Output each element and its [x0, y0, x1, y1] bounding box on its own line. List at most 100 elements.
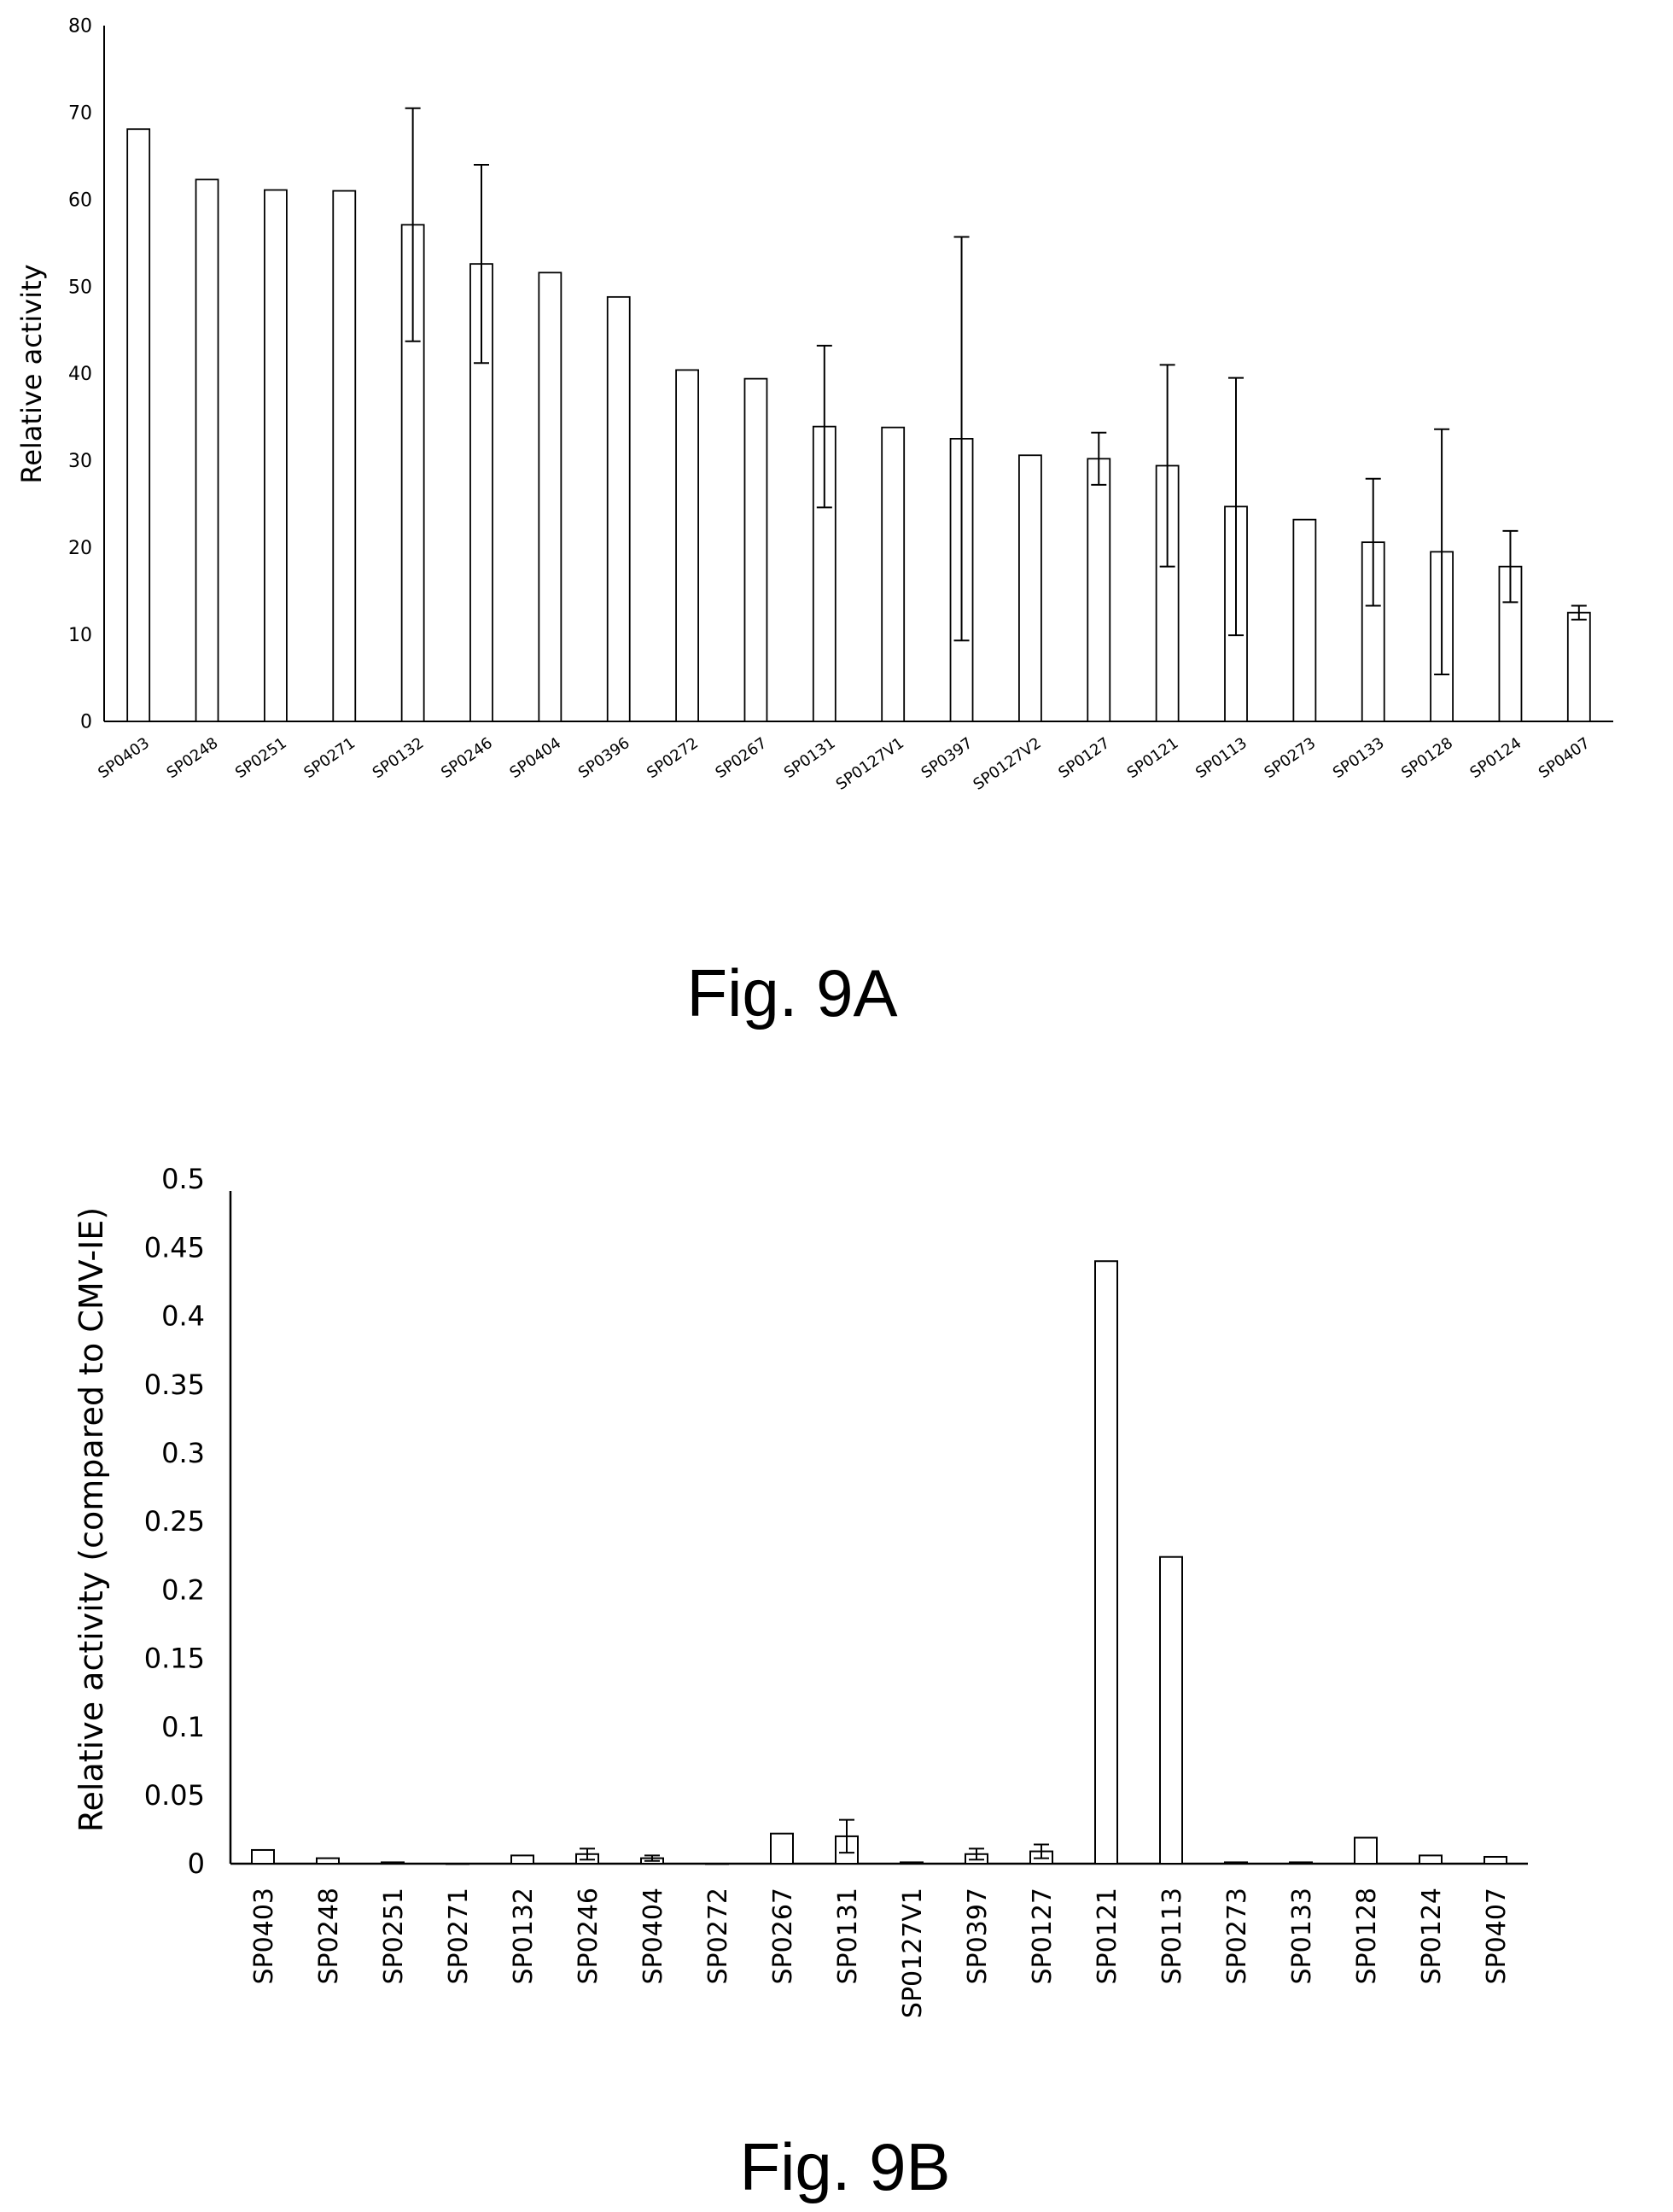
x-tick-label: SP0267	[768, 1888, 798, 1984]
y-tick-label: 10	[68, 625, 92, 646]
y-tick-label: 0.4	[161, 1300, 205, 1333]
x-tick-label: SP0132	[370, 734, 428, 782]
x-tick-label: SP0397	[963, 1888, 993, 1984]
x-tick-label: SP0404	[638, 1888, 668, 1984]
bar	[510, 1854, 534, 1865]
bar	[1224, 1861, 1248, 1865]
y-tick-label: 0	[188, 1847, 205, 1880]
y-tick-label: 0.1	[161, 1711, 205, 1743]
bar	[1018, 454, 1042, 722]
x-tick-label: SP0272	[644, 734, 702, 782]
y-tick-label: 0.3	[161, 1437, 205, 1469]
y-tick-label: 70	[68, 103, 92, 125]
x-tick-label: SP0121	[1093, 1888, 1122, 1984]
x-tick-label: SP0271	[444, 1888, 474, 1984]
bar	[538, 271, 563, 722]
y-tick-label: 0.35	[144, 1369, 205, 1401]
bar	[332, 190, 357, 722]
x-tick-label: SP0133	[1287, 1888, 1317, 1984]
y-axis-label-9b: Relative activity (compared to CMV-IE)	[73, 1207, 110, 1832]
y-tick-label: 50	[68, 277, 92, 298]
x-tick-label: SP0131	[781, 734, 839, 782]
bar	[1354, 1836, 1378, 1865]
y-tick-labels-9b: 0 0.05 0.1 0.15 0.2 0.25 0.3 0.35 0.4 0.45 0.5	[144, 1163, 205, 1880]
y-tick-label: 30	[68, 451, 92, 472]
bar	[1289, 1861, 1313, 1865]
bar	[1419, 1854, 1443, 1865]
bar	[1094, 1260, 1118, 1865]
x-tick-label: SP0251	[379, 1888, 409, 1984]
y-tick-label: 60	[68, 190, 92, 211]
y-tick-label: 0.25	[144, 1505, 205, 1538]
x-tick-label: SP0404	[506, 734, 564, 782]
x-tick-label: SP0251	[232, 734, 290, 782]
x-tick-label: SP0273	[1222, 1888, 1252, 1984]
x-tick-label: SP0127V1	[833, 734, 907, 794]
x-tick-label: SP0127	[1028, 1888, 1058, 1984]
y-tick-label: 0.5	[161, 1163, 205, 1195]
x-tick-label: SP0113	[1192, 734, 1250, 782]
x-tick-label: SP0128	[1398, 734, 1456, 782]
bar	[1484, 1855, 1507, 1865]
bars-9b	[251, 1260, 1507, 1865]
bar	[251, 1848, 275, 1865]
x-tick-label: SP0407	[1536, 734, 1594, 782]
x-tick-label: SP0403	[95, 734, 153, 782]
bar	[1159, 1555, 1183, 1865]
bar	[446, 1863, 469, 1865]
x-tick-label: SP0127	[1055, 734, 1113, 782]
y-tick-label: 0	[80, 712, 92, 733]
x-tick-label: SP0407	[1482, 1888, 1512, 1984]
bar	[264, 189, 288, 722]
bar	[1087, 458, 1111, 722]
figure-caption-9a: Fig. 9A	[686, 955, 897, 1030]
x-tick-label: SP0121	[1124, 734, 1182, 782]
x-tick-label: SP0267	[712, 734, 770, 782]
x-tick-label: SP0396	[575, 734, 633, 782]
bar	[195, 178, 219, 722]
x-tick-label: SP0124	[1466, 734, 1524, 782]
bars-9a	[126, 128, 1591, 722]
bar	[316, 1857, 340, 1865]
bar	[1566, 611, 1591, 722]
bar	[1292, 518, 1317, 722]
x-tick-label: SP0124	[1417, 1888, 1447, 1984]
x-tick-label: SP0246	[438, 734, 496, 782]
y-tick-label: 0.05	[144, 1779, 205, 1812]
x-tick-labels-9a: SP0403 SP0248 SP0251 SP0271 SP0132 SP0246 SP04…	[95, 734, 1593, 794]
y-tick-label: 40	[68, 364, 92, 385]
x-tick-label: SP0127V2	[970, 734, 1044, 794]
bar	[705, 1863, 729, 1865]
y-tick-label: 20	[68, 538, 92, 559]
x-tick-label: SP0127V1	[898, 1888, 928, 2018]
chart-9a: Relative activity 0 10 20 30 40 50 60 70 80 SP04…	[15, 16, 1613, 1030]
chart-9b: Relative activity (compared to CMV-IE) 0…	[73, 1163, 1528, 2204]
x-tick-label: SP0113	[1157, 1888, 1187, 1984]
x-tick-labels-9b: SP0403 SP0248 SP0251 SP0271 SP0132 SP0246 SP04…	[249, 1888, 1512, 2018]
y-tick-label: 80	[68, 16, 92, 38]
y-tick-label: 0.15	[144, 1643, 205, 1675]
y-tick-label: 0.45	[144, 1231, 205, 1264]
y-tick-label: 0.2	[161, 1573, 205, 1606]
x-tick-label: SP0133	[1330, 734, 1388, 782]
bar	[881, 426, 906, 722]
x-tick-label: SP0248	[314, 1888, 344, 1984]
x-tick-label: SP0272	[703, 1888, 733, 1984]
x-tick-label: SP0403	[249, 1888, 279, 1984]
bar	[770, 1832, 794, 1865]
bar	[606, 295, 631, 722]
x-tick-label: SP0397	[918, 734, 976, 782]
bar	[381, 1861, 405, 1865]
x-tick-label: SP0132	[509, 1888, 539, 1984]
x-tick-label: SP0128	[1352, 1888, 1382, 1984]
x-tick-label: SP0246	[574, 1888, 603, 1984]
y-tick-labels-9a: 0 10 20 30 40 50 60 70 80	[68, 16, 92, 733]
bar	[675, 369, 699, 722]
x-tick-label: SP0271	[300, 734, 358, 782]
error-bars-9b	[580, 1818, 1049, 1862]
error-bars-9a	[405, 107, 1587, 675]
y-axis-label-9a: Relative activity	[15, 264, 48, 483]
x-tick-label: SP0131	[833, 1888, 863, 1984]
bar	[743, 377, 768, 722]
